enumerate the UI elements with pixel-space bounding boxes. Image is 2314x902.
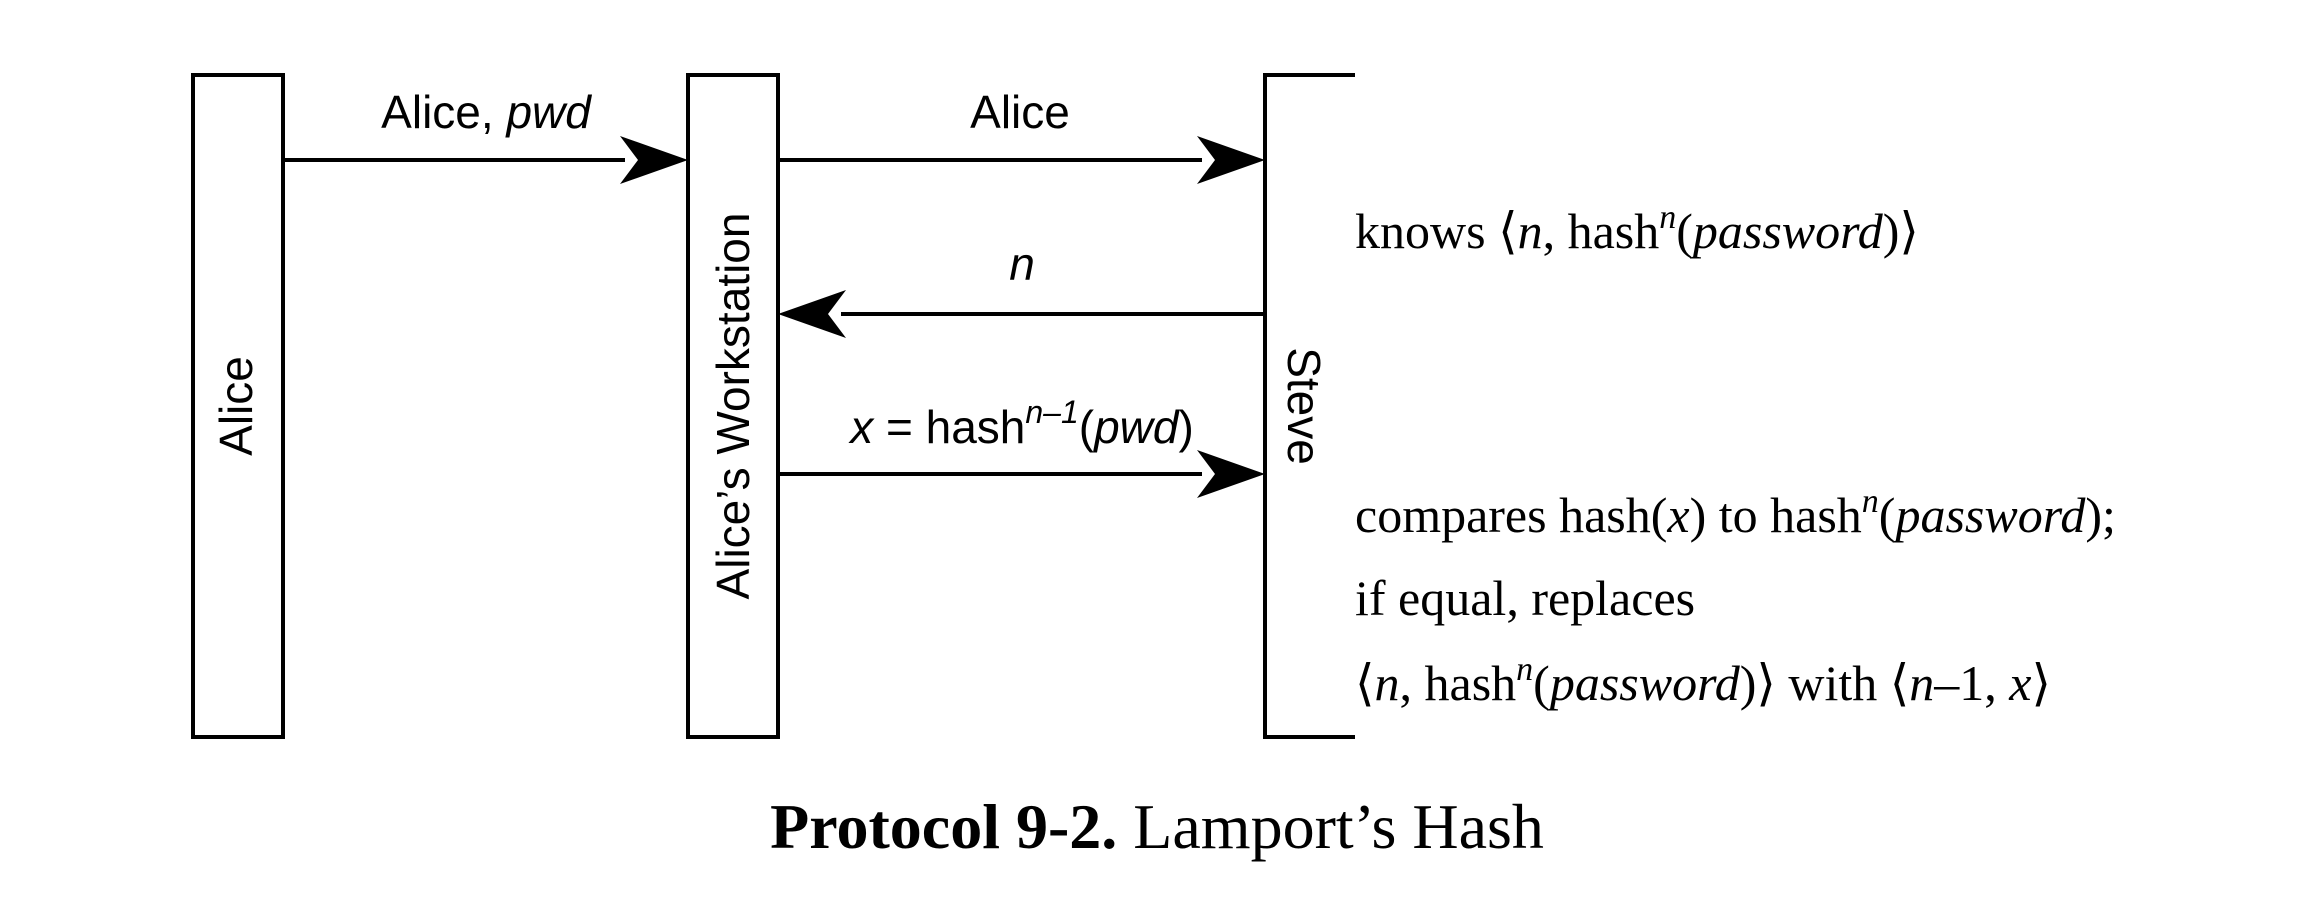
message-n-label: n: [1009, 238, 1035, 290]
steve-compares-note: compares hash(x) to hashn(password);: [1355, 483, 2116, 543]
figure-caption: Protocol 9-2. Lamport’s Hash: [0, 790, 2314, 864]
alice-label: Alice: [210, 356, 262, 456]
message-alice-pwd: Alice, pwd: [283, 86, 688, 184]
steve-knows-note: knows ⟨n, hashn(password)⟩: [1355, 199, 1919, 259]
alice-box: [191, 73, 285, 739]
steve-replaces-note: ⟨n, hashn(password)⟩ with ⟨n–1, x⟩: [1355, 651, 2051, 711]
message-n: n: [778, 238, 1265, 338]
steve-label: Steve: [1278, 347, 1330, 465]
workstation-box: [686, 73, 780, 739]
steve-box: [1263, 73, 1355, 739]
steve-ifequal-note: if equal, replaces: [1355, 570, 1695, 626]
message-alice: Alice: [778, 86, 1265, 184]
message-hash: x = hashn–1(pwd): [778, 394, 1265, 498]
caption-label: Protocol 9-2.: [770, 791, 1118, 862]
caption-title: Lamport’s Hash: [1117, 791, 1544, 862]
workstation-label: Alice’s Workstation: [707, 213, 759, 600]
message-hash-label: x = hashn–1(pwd): [848, 394, 1194, 453]
message-alice-label: Alice: [970, 86, 1070, 138]
message-alice-pwd-label: Alice, pwd: [381, 86, 592, 138]
